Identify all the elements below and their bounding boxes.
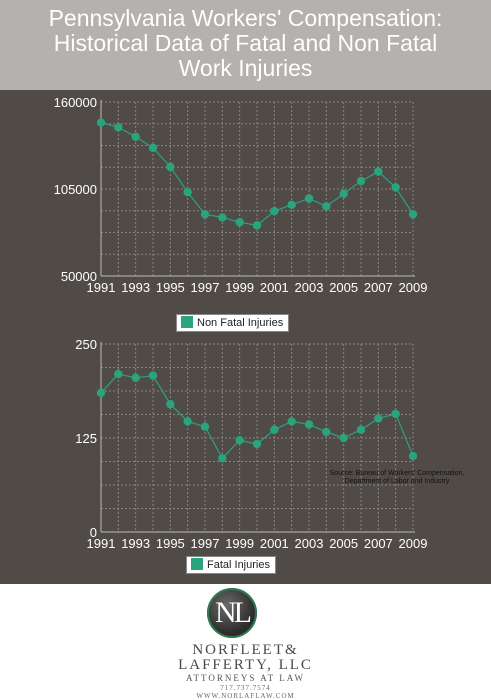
nonfatal-x-tick-label: 1995 bbox=[156, 280, 185, 295]
fatal-x-tick-label: 2007 bbox=[364, 536, 393, 551]
fatal-data-point bbox=[131, 373, 140, 383]
nonfatal-data-point bbox=[131, 132, 140, 141]
fatal-x-tick-label: 1995 bbox=[156, 536, 185, 551]
fatal-y-tick-label: 250 bbox=[75, 337, 97, 352]
fatal-x-tick-label: 2009 bbox=[399, 536, 428, 551]
nonfatal-x-tick-label: 2001 bbox=[260, 280, 289, 295]
fatal-data-point bbox=[270, 425, 279, 434]
nonfatal-data-point bbox=[322, 202, 331, 211]
fatal-data-point bbox=[408, 451, 418, 461]
nonfatal-y-tick-label: 160000 bbox=[54, 95, 97, 110]
nonfatal-data-point bbox=[356, 176, 366, 186]
title-band: Pennsylvania Workers' Compensation: Hist… bbox=[0, 0, 491, 90]
fatal-data-point bbox=[304, 420, 314, 429]
fatal-data-point bbox=[339, 433, 348, 443]
fatal-data-point bbox=[166, 399, 175, 409]
fatal-data-point bbox=[391, 409, 400, 419]
nonfatal-data-point bbox=[287, 200, 296, 210]
page-title-line2: Historical Data of Fatal and Non Fatal bbox=[53, 30, 438, 56]
fatal-data-point bbox=[96, 388, 106, 398]
nonfatal-data-point bbox=[374, 167, 383, 176]
source-line2: Department of Labor and Industry bbox=[344, 478, 450, 485]
legend-swatch-fatal bbox=[191, 558, 203, 570]
chart-panel bbox=[0, 90, 491, 584]
fatal-x-tick-label: 1999 bbox=[225, 536, 254, 551]
legend-swatch-nonfatal bbox=[181, 316, 193, 328]
fatal-x-tick-label: 2005 bbox=[329, 536, 358, 551]
legend-nonfatal: Non Fatal Injuries bbox=[176, 314, 290, 332]
charts-svg: 50000 105000 160000 1991 1993 1995 1997 1999 200… bbox=[54, 95, 428, 551]
nonfatal-data-point bbox=[339, 189, 348, 198]
nonfatal-data-point bbox=[270, 206, 279, 216]
source-note: Source: Bureau of Workers' Compensation,… bbox=[322, 470, 472, 486]
nonfatal-x-tick-label: 2005 bbox=[329, 280, 358, 295]
fatal-data-point bbox=[235, 436, 244, 445]
nonfatal-x-tick-label: 1993 bbox=[121, 280, 150, 295]
legend-label-fatal: Fatal Injuries bbox=[207, 559, 270, 571]
firm-logo: NL bbox=[207, 588, 257, 638]
nonfatal-data-point bbox=[148, 143, 158, 153]
firm-tagline: ATTORNEYS AT LAW bbox=[186, 673, 305, 683]
nonfatal-x-tick-label: 2009 bbox=[399, 280, 428, 295]
nonfatal-series-line bbox=[100, 121, 414, 227]
fatal-x-tick-label: 1991 bbox=[87, 536, 116, 551]
nonfatal-x-tick-label: 1999 bbox=[225, 280, 254, 295]
fatal-data-point bbox=[200, 422, 210, 431]
fatal-x-tick-label: 2003 bbox=[295, 536, 324, 551]
fatal-y-tick-label: 125 bbox=[75, 431, 97, 446]
page-title-line1: Pennsylvania Workers' Compensation: bbox=[48, 5, 443, 31]
fatal-x-tick-label: 2001 bbox=[260, 536, 289, 551]
fatal-data-point bbox=[252, 439, 262, 449]
nonfatal-data-point bbox=[96, 118, 106, 127]
nonfatal-x-tick-label: 2007 bbox=[364, 280, 393, 295]
fatal-data-point bbox=[356, 425, 366, 434]
fatal-data-point bbox=[287, 417, 296, 426]
fatal-data-point bbox=[183, 417, 192, 426]
fatal-data-point bbox=[148, 371, 158, 380]
fatal-data-point bbox=[218, 454, 227, 463]
nonfatal-data-point bbox=[235, 218, 244, 227]
legend-label-nonfatal: Non Fatal Injuries bbox=[197, 317, 284, 329]
legend-fatal: Fatal Injuries bbox=[186, 556, 276, 574]
fatal-x-tick-label: 1997 bbox=[191, 536, 220, 551]
nonfatal-data-point bbox=[200, 210, 210, 219]
nonfatal-y-tick-label: 105000 bbox=[54, 182, 97, 197]
firm-name-line1: NORFLEET& bbox=[192, 642, 299, 658]
fatal-y-tick-label: 0 bbox=[90, 525, 97, 540]
nonfatal-x-tick-label: 1991 bbox=[87, 280, 116, 295]
nonfatal-data-point bbox=[218, 213, 227, 222]
nonfatal-x-tick-label: 2003 bbox=[295, 280, 324, 295]
nonfatal-data-point bbox=[391, 183, 400, 192]
fatal-data-point bbox=[374, 414, 383, 423]
footer: NL NORFLEET& LAFFERTY, LLC ATTORNEYS AT … bbox=[0, 584, 491, 700]
nonfatal-data-point bbox=[114, 123, 123, 132]
nonfatal-data-point bbox=[304, 194, 314, 203]
nonfatal-y-tick-label: 50000 bbox=[61, 269, 97, 284]
nonfatal-data-point bbox=[252, 221, 262, 230]
nonfatal-data-point bbox=[166, 162, 175, 172]
firm-phone: 717.737.7574 bbox=[220, 684, 271, 692]
fatal-data-point bbox=[114, 369, 123, 379]
fatal-data-point bbox=[322, 427, 331, 437]
nonfatal-data-point bbox=[183, 187, 192, 197]
nonfatal-x-tick-label: 1997 bbox=[191, 280, 220, 295]
source-line1: Source: Bureau of Workers' Compensation, bbox=[329, 470, 465, 477]
nonfatal-data-point bbox=[408, 210, 418, 219]
firm-name-line2: LAFFERTY, LLC bbox=[178, 657, 313, 673]
firm-website: WWW.NORLAFLAW.COM bbox=[196, 692, 295, 700]
fatal-x-tick-label: 1993 bbox=[121, 536, 150, 551]
page-title-line3: Work Injuries bbox=[178, 55, 313, 81]
